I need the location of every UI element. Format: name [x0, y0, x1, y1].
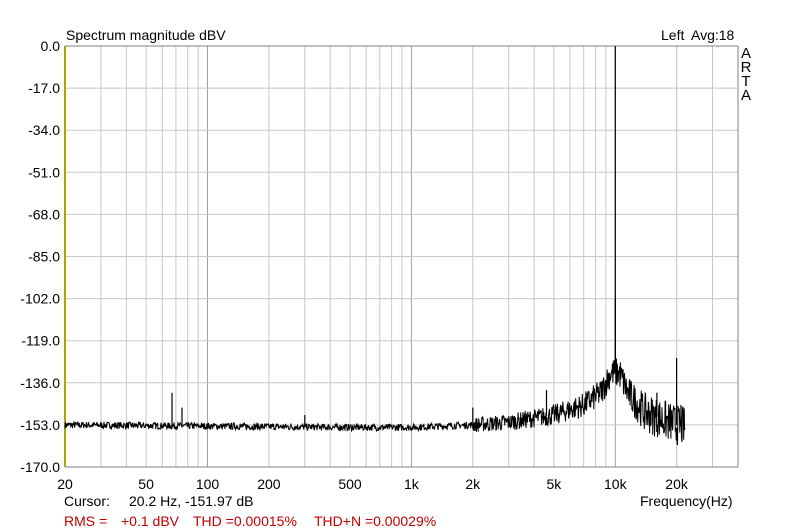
y-tick-label: -17.0 — [28, 80, 60, 96]
y-tick-label: -153.0 — [20, 417, 60, 433]
arta-letter: R — [740, 59, 752, 76]
rms-label: RMS = — [64, 513, 108, 529]
y-tick-label: -170.0 — [20, 459, 60, 475]
x-tick-label: 200 — [257, 476, 281, 492]
arta-letter: A — [740, 87, 751, 104]
spectral-peaks — [171, 46, 682, 427]
y-tick-label: -85.0 — [28, 249, 60, 265]
x-tick-label: 1k — [404, 476, 420, 492]
x-tick-label: 10k — [604, 476, 628, 492]
thd-readout: THD =0.00015% — [193, 513, 297, 529]
x-axis-label: Frequency(Hz) — [640, 493, 733, 509]
x-tick-label: 20 — [57, 476, 73, 492]
y-tick-label: -136.0 — [20, 375, 60, 391]
y-tick-labels: 0.0 -17.0 -34.0 -51.0 -68.0 -85.0 -102.0 -119.0… — [20, 38, 60, 475]
x-tick-labels: 20 50 100 200 500 1k 2k 5k 10k 20k — [57, 476, 689, 492]
y-tick-label: 0.0 — [41, 38, 61, 54]
arta-watermark: A R T A — [740, 45, 752, 104]
rms-value: +0.1 dBV — [121, 513, 179, 529]
x-tick-label: 500 — [338, 476, 362, 492]
y-tick-label: -51.0 — [28, 164, 60, 180]
y-tick-label: -102.0 — [20, 291, 60, 307]
arta-letter: T — [741, 73, 751, 90]
x-tick-label: 20k — [665, 476, 689, 492]
channel-label: Left — [661, 27, 685, 43]
average-count: Avg:18 — [691, 27, 735, 43]
axes — [64, 45, 739, 468]
y-tick-label: -34.0 — [28, 122, 60, 138]
arta-letter: A — [740, 45, 751, 62]
spectrum-trace — [64, 358, 686, 446]
cursor-readout: 20.2 Hz, -151.97 dB — [129, 493, 254, 509]
cursor-label: Cursor: — [64, 493, 110, 509]
x-tick-label: 50 — [138, 476, 154, 492]
thdn-readout: THD+N =0.00029% — [314, 513, 437, 529]
y-tick-label: -119.0 — [21, 333, 60, 349]
chart-title: Spectrum magnitude dBV — [66, 27, 226, 43]
x-tick-label: 2k — [465, 476, 481, 492]
x-tick-label: 5k — [547, 476, 563, 492]
x-tick-label: 100 — [196, 476, 220, 492]
y-tick-label: -68.0 — [28, 206, 60, 222]
